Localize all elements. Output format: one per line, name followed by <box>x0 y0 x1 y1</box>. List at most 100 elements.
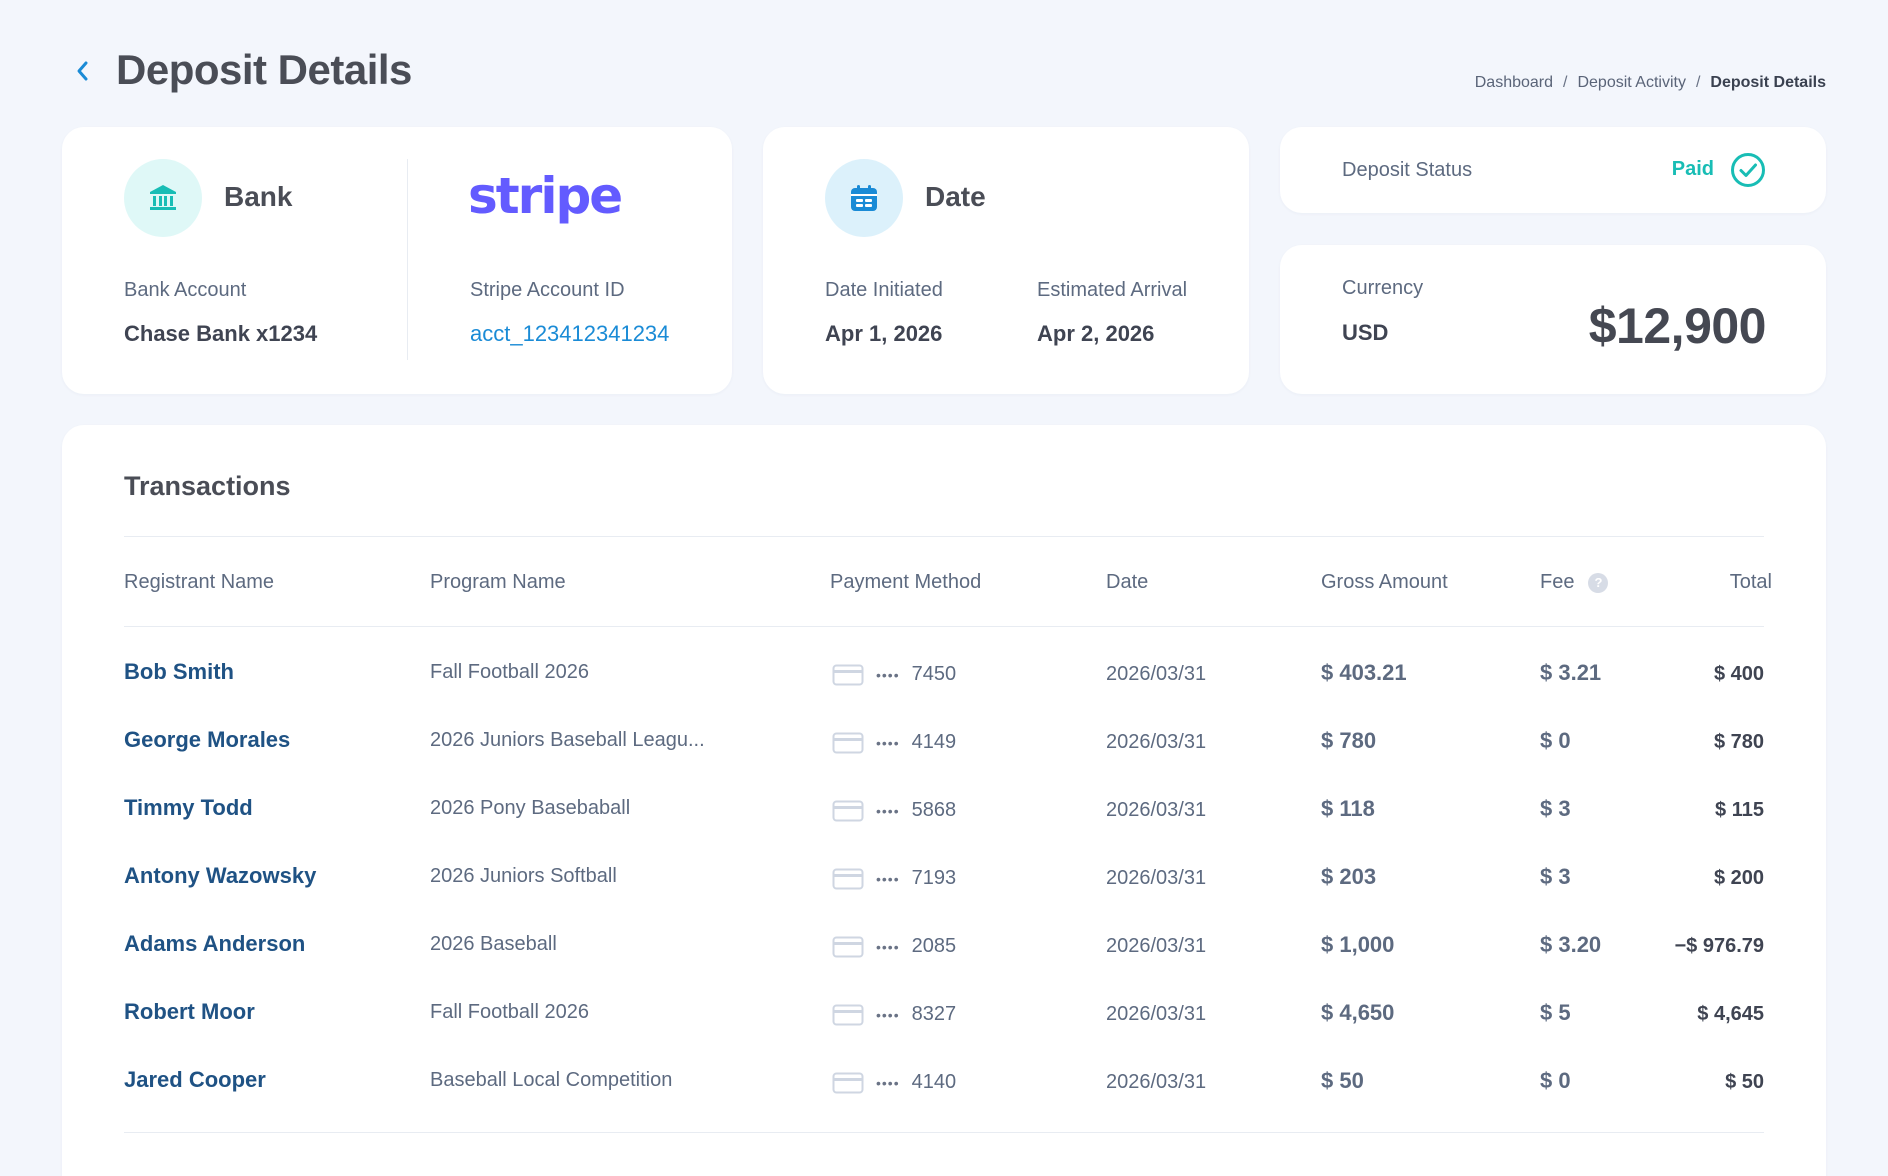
program-name: Baseball Local Competition <box>430 1069 673 1091</box>
column-header-total: Total <box>1729 571 1772 593</box>
program-name: Fall Football 2026 <box>430 1001 589 1023</box>
help-icon[interactable]: ? <box>1588 572 1609 593</box>
fee-amount: $ 3 <box>1540 864 1571 889</box>
table-row: Jared Cooper Baseball Local Competition ••… <box>62 1067 1826 1132</box>
registrant-name-link[interactable]: Bob Smith <box>124 659 234 684</box>
column-header-date: Date <box>1106 571 1149 593</box>
credit-card-icon <box>832 936 864 957</box>
chevron-left-icon[interactable] <box>75 60 89 82</box>
bank-heading: Bank <box>224 181 293 212</box>
total-amount: $ 50 <box>1725 1071 1764 1093</box>
page-header: Deposit Details Dashboard / Deposit Acti… <box>62 44 1826 104</box>
fee-amount: $ 0 <box>1540 1068 1571 1093</box>
bank-icon <box>150 185 176 210</box>
header-divider <box>124 626 1764 627</box>
card-mask: •••• <box>876 666 900 683</box>
card-mask: •••• <box>876 802 900 819</box>
program-name: 2026 Juniors Softball <box>430 865 617 887</box>
payment-method: •••• 5868 <box>832 799 956 822</box>
stripe-account-link[interactable]: acct_123412341234 <box>470 321 670 346</box>
date-initiated-label: Date Initiated <box>825 279 943 301</box>
status-badge: Paid <box>1671 158 1714 180</box>
bank-icon-badge <box>124 159 202 237</box>
transaction-date: 2026/03/31 <box>1106 1071 1207 1093</box>
credit-card-icon <box>832 664 864 685</box>
payment-method: •••• 7450 <box>832 663 956 686</box>
estimated-arrival-label: Estimated Arrival <box>1037 279 1188 301</box>
breadcrumb: Dashboard / Deposit Activity / Deposit D… <box>1475 74 1826 92</box>
table-row: Antony Wazowsky 2026 Juniors Softball ••••… <box>62 863 1826 928</box>
card-last-four: 8327 <box>911 1003 957 1025</box>
calendar-icon <box>851 185 877 211</box>
payment-method: •••• 4149 <box>832 731 956 754</box>
total-amount: $ 4,645 <box>1697 1003 1764 1025</box>
back-button[interactable] <box>68 54 96 88</box>
program-name: Fall Football 2026 <box>430 661 589 683</box>
card-last-four: 7193 <box>911 867 957 889</box>
program-name: 2026 Pony Basebaball <box>430 797 631 819</box>
gross-amount: $ 780 <box>1321 728 1377 753</box>
credit-card-icon <box>832 868 864 889</box>
card-last-four: 4149 <box>911 731 957 753</box>
payment-method: •••• 8327 <box>832 1003 956 1026</box>
gross-amount: $ 4,650 <box>1321 1000 1395 1025</box>
date-heading: Date <box>925 181 986 212</box>
breadcrumb-separator: / <box>1563 74 1568 91</box>
registrant-name-link[interactable]: Robert Moor <box>124 999 255 1024</box>
column-header-gross-amount: Gross Amount <box>1321 571 1448 593</box>
table-row: George Morales 2026 Juniors Baseball Leag… <box>62 727 1826 792</box>
card-divider <box>407 159 408 360</box>
transaction-date: 2026/03/31 <box>1106 799 1207 821</box>
fee-amount: $ 5 <box>1540 1000 1571 1025</box>
registrant-name-link[interactable]: Timmy Todd <box>124 795 253 820</box>
date-initiated-value: Apr 1, 2026 <box>825 321 943 346</box>
card-mask: •••• <box>876 938 900 955</box>
bank-card: Bank Bank Account Chase Bank x1234 strip… <box>62 127 732 394</box>
fee-amount: $ 3 <box>1540 796 1571 821</box>
gross-amount: $ 203 <box>1321 864 1377 889</box>
stripe-logo: stripe <box>468 167 623 225</box>
credit-card-icon <box>832 732 864 753</box>
total-amount: $ 400 <box>1713 663 1764 685</box>
gross-amount: $ 118 <box>1321 796 1375 821</box>
currency-card: Currency USD $12,900 <box>1280 245 1826 394</box>
card-last-four: 5868 <box>911 799 957 821</box>
credit-card-icon <box>832 1004 864 1025</box>
deposit-status-card: Deposit Status Paid <box>1280 127 1826 213</box>
table-row: Timmy Todd 2026 Pony Basebaball •••• 5868 20… <box>62 795 1826 860</box>
deposit-amount: $12,900 <box>1588 298 1767 354</box>
registrant-name-link[interactable]: George Morales <box>124 727 291 752</box>
fee-amount: $ 3.21 <box>1540 660 1602 685</box>
fee-amount: $ 0 <box>1540 728 1571 753</box>
registrant-name-link[interactable]: Adams Anderson <box>124 931 306 956</box>
transaction-date: 2026/03/31 <box>1106 867 1207 889</box>
breadcrumb-dashboard[interactable]: Dashboard <box>1474 74 1554 91</box>
program-name: 2026 Baseball <box>430 933 557 955</box>
transaction-date: 2026/03/31 <box>1106 731 1207 753</box>
gross-amount: $ 50 <box>1321 1068 1364 1093</box>
registrant-name-link[interactable]: Antony Wazowsky <box>124 863 317 888</box>
transactions-title: Transactions <box>124 471 291 501</box>
breadcrumb-separator: / <box>1695 74 1701 91</box>
transaction-date: 2026/03/31 <box>1106 663 1207 685</box>
breadcrumb-deposit-activity[interactable]: Deposit Activity <box>1577 74 1686 91</box>
table-row: Robert Moor Fall Football 2026 •••• 8327 202… <box>62 999 1826 1064</box>
total-amount: $ 115 <box>1715 799 1764 821</box>
registrant-name-link[interactable]: Jared Cooper <box>124 1067 266 1092</box>
card-mask: •••• <box>876 1074 900 1091</box>
column-header-program: Program Name <box>430 571 566 593</box>
total-amount: −$ 976.79 <box>1674 935 1764 957</box>
table-bottom-divider <box>124 1132 1764 1133</box>
check-circle-icon <box>1731 153 1765 187</box>
fee-amount: $ 3.20 <box>1540 932 1602 957</box>
bank-account-label: Bank Account <box>124 279 247 301</box>
credit-card-icon <box>832 1072 864 1093</box>
section-divider <box>124 536 1764 537</box>
payment-method: •••• 4140 <box>832 1071 956 1094</box>
table-row: Adams Anderson 2026 Baseball •••• 2085 2026/… <box>62 931 1826 996</box>
bank-account-value: Chase Bank x1234 <box>124 321 318 346</box>
transaction-date: 2026/03/31 <box>1106 935 1207 957</box>
card-mask: •••• <box>876 734 900 751</box>
column-header-fee: Fee? <box>1540 571 1609 594</box>
transaction-date: 2026/03/31 <box>1106 1003 1207 1025</box>
